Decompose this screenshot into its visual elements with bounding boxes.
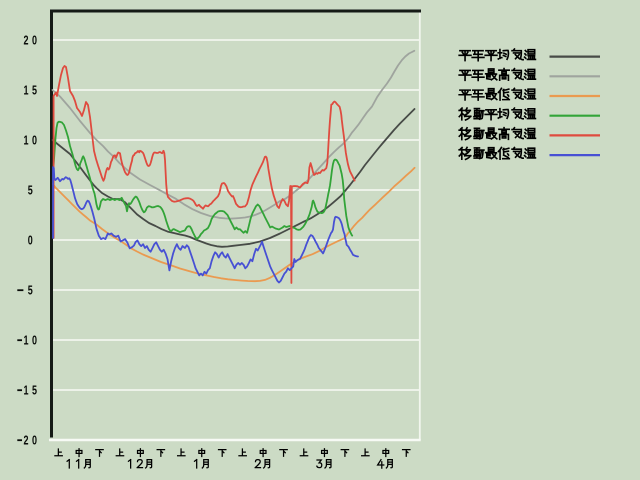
svg-text:1: 1 — [23, 84, 28, 98]
svg-text:5: 5 — [32, 384, 37, 398]
svg-text:1: 1 — [23, 134, 28, 148]
svg-text:1: 1 — [23, 334, 28, 348]
svg-text:0: 0 — [32, 334, 37, 348]
svg-text:5: 5 — [28, 184, 33, 198]
svg-text:5: 5 — [28, 284, 33, 298]
svg-text:1: 1 — [23, 384, 28, 398]
svg-text:0: 0 — [32, 134, 37, 148]
svg-text:2: 2 — [23, 34, 28, 48]
svg-text:0: 0 — [32, 434, 37, 448]
svg-text:0: 0 — [32, 34, 37, 48]
svg-text:0: 0 — [28, 234, 33, 248]
svg-text:2: 2 — [23, 434, 28, 448]
svg-text:5: 5 — [32, 84, 37, 98]
